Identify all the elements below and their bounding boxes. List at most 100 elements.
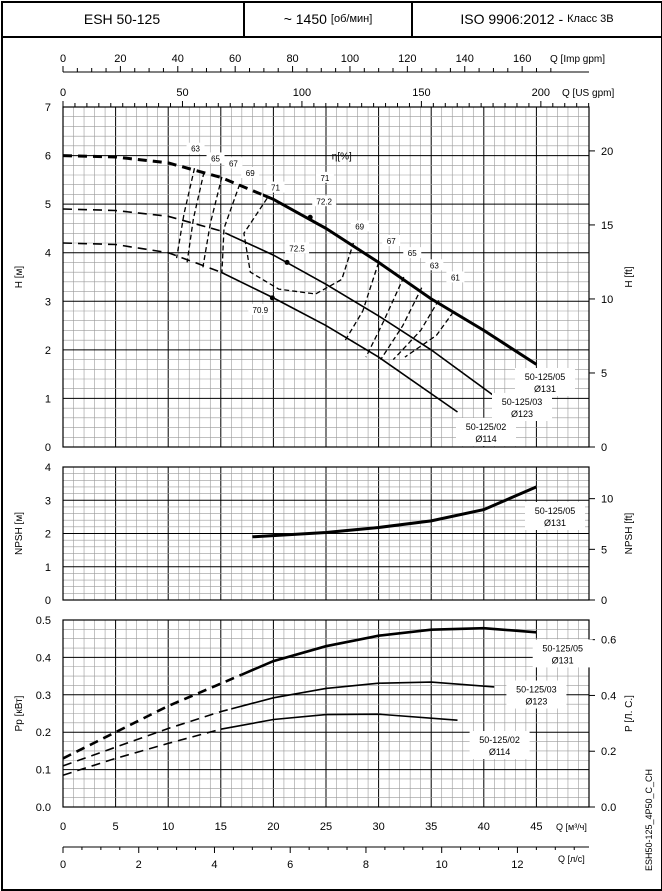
y-tick-label: 5 [45,199,51,211]
curve-label-diameter: Ø131 [552,655,574,665]
plot-area-border [62,466,590,601]
curve-label-diameter: Ø131 [544,518,566,528]
top-axis-label: Q [Imp gpm] [550,54,605,65]
efficiency-label: 65 [408,249,417,258]
y-tick-label: 0.1 [36,765,51,777]
y-right-tick-label: 0 [601,442,607,454]
efficiency-line [186,171,205,263]
curve-dashed-50-125/02 [62,728,221,776]
x-tick-label: 15 [215,821,227,833]
curve-dashed-50-125/03 [62,208,232,237]
label-bg [248,303,273,315]
curve-label-diameter: Ø123 [525,697,547,707]
y-tick-label: 0.3 [36,690,51,702]
efficiency-line [175,168,196,259]
efficiency-line [404,311,454,358]
efficiency-line [392,299,440,361]
top-axis-tick-label: 100 [341,53,359,65]
y-tick-label: 0.0 [36,802,51,814]
y-tick-label: 1 [45,562,51,574]
curve-label-diameter: Ø131 [534,384,556,394]
curve-label-name: 50-125/03 [516,685,557,695]
y-axis-label: NPSH [м] [14,512,25,555]
y-right-axis-label: H [ft] [624,266,635,287]
label-bg [492,393,552,421]
label-bg [456,418,516,446]
curve-label-diameter: Ø114 [489,747,510,757]
curve-label-diameter: Ø123 [511,409,533,419]
efficiency-label: 69 [355,222,364,231]
curve-50-125/03 [231,234,495,397]
chart-code: ESH50-125_4P50_C_CH [644,769,654,871]
y-tick-label: 4 [45,248,51,260]
efficiency-label: 61 [451,273,460,282]
label-bg [382,235,401,246]
curve-label-name: 50-125/02 [479,735,520,745]
standard-cell: ISO 9906:2012 - Класс 3В [413,1,661,36]
standard-text: ISO 9906:2012 - [460,10,564,27]
efficiency-label: 63 [430,261,439,270]
x-axis-label: Q [м³/ч] [556,822,587,832]
top-axis-tick-label: 140 [456,53,474,65]
top-axis-tick-label: 40 [172,53,184,65]
header: ESH 50-125 ~ 1450 [об/мин] ISO 9906:2012 … [1,1,661,38]
y-axis-label: H [м] [14,266,25,289]
x-tick-label: 30 [372,821,384,833]
bottom-tick-label: 4 [211,859,217,871]
y-tick-label: 3 [45,296,51,308]
y-right-tick-label: 0.6 [601,635,616,647]
plot-area-border [62,619,590,808]
curve-50-125/03 [231,681,495,710]
y-right-tick-label: 0.4 [601,690,616,702]
standard-class: Класс 3В [567,12,614,25]
label-bg [532,639,593,668]
x-tick-label: 40 [478,821,490,833]
y-tick-label: 3 [45,495,51,507]
curve-50-125/02 [220,713,458,731]
curve-dashed-50-125/02 [62,242,221,273]
curve-label-name: 50-125/02 [466,422,507,432]
top-axis-tick-label: 150 [412,87,430,99]
label-bg [446,271,465,283]
x-tick-label: 5 [113,821,119,833]
y-tick-label: 0 [45,595,51,607]
x-tick-label: 35 [425,821,437,833]
y-tick-label: 0 [45,442,51,454]
y-right-tick-label: 0.2 [601,746,616,758]
y-right-tick-label: 0.0 [601,802,616,814]
y-right-tick-label: 5 [601,544,607,556]
label-bg [186,142,205,154]
efficiency-label: 67 [387,237,396,246]
efficiency-title: η[%] [332,152,352,163]
x-tick-label: 20 [267,821,279,833]
top-axis-tick-label: 160 [513,53,531,65]
curve-label-name: 50-125/05 [525,372,566,382]
top-axis-tick-label: 20 [114,53,126,65]
model-title: ESH 50-125 [83,10,161,27]
y-axis-label: Pp [кВт] [14,695,25,731]
y-right-axis-label: P [Л. С.] [624,695,635,732]
efficiency-line [221,183,241,274]
bottom-tick-label: 0 [60,859,66,871]
label-bg [525,502,585,530]
x-tick-label: 45 [530,821,542,833]
bottom-axis-label: Q [л/с] [558,854,585,864]
top-axis-tick-label: 0 [60,53,66,65]
curve-label-name: 50-125/03 [502,397,543,407]
efficiency-label: 71 [320,174,329,183]
panel-power [62,619,595,808]
bottom-tick-label: 2 [136,859,142,871]
label-bg [469,731,530,760]
y-tick-label: 4 [45,462,51,474]
curve-label-name: 50-125/05 [535,506,576,516]
efficiency-label: 65 [211,154,220,163]
label-bg [206,152,225,164]
efficiency-line [343,262,380,343]
efficiency-line [243,197,355,295]
y-right-tick-label: 0 [601,595,607,607]
top-axis-tick-label: 80 [286,53,298,65]
efficiency-line [380,287,423,360]
top-axis-tick-label: 100 [293,87,311,99]
top-axis-label: Q [US gpm] [562,88,614,99]
